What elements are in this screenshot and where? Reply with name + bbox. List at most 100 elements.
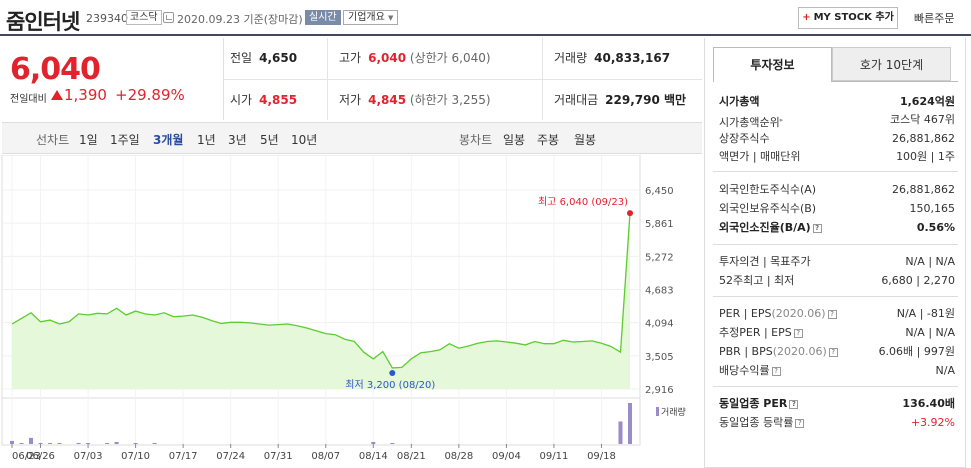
row-opinion: 투자의견 | 목표주가 N/A | N/A bbox=[719, 254, 955, 270]
divider bbox=[713, 296, 958, 297]
volume-bar bbox=[133, 442, 138, 444]
candle-weekly[interactable]: 주봉 bbox=[537, 133, 560, 147]
help-icon[interactable]: ? bbox=[789, 400, 799, 409]
chart-period-bar: 선차트 1일 1주일 3개월 1년 3년 5년 10년 봉차트 일봉 주봉 월봉 bbox=[2, 122, 702, 154]
row-label: 외국인소진율(B/A) bbox=[719, 221, 811, 234]
help-icon[interactable]: ? bbox=[793, 329, 803, 338]
realtime-button[interactable]: 실시간 bbox=[305, 10, 341, 25]
row-date: (2020.06) bbox=[771, 307, 826, 320]
stock-name: 줌인터넷 bbox=[6, 10, 80, 34]
y-tick-label: 3,505 bbox=[645, 352, 674, 363]
row-date: (2020.06) bbox=[772, 345, 827, 358]
volume-bar bbox=[390, 442, 395, 444]
row-market-cap-rank: 시가총액순위▸ 코스닥 467위 bbox=[719, 112, 955, 129]
stat-volume: 거래량 40,833,167 bbox=[554, 38, 670, 79]
candle-monthly[interactable]: 월봉 bbox=[574, 133, 597, 147]
row-value: 6.06배 | 997원 bbox=[878, 345, 955, 358]
row-label: PER | EPS bbox=[719, 307, 772, 320]
help-icon[interactable]: ? bbox=[812, 224, 822, 233]
low-point bbox=[389, 370, 396, 377]
help-icon[interactable]: ? bbox=[828, 348, 838, 357]
period-3y[interactable]: 3년 bbox=[228, 133, 247, 147]
divider bbox=[713, 244, 958, 245]
price-chart[interactable]: 6,450 5,861 5,272 4,683 4,094 3,505 2,916 최고 6,… bbox=[0, 155, 702, 468]
row-value: 1,624억원 bbox=[899, 95, 955, 108]
stat-value: 229,790 백만 bbox=[605, 93, 687, 107]
volume-bar bbox=[10, 440, 14, 444]
volume-bar bbox=[19, 442, 24, 444]
period-3m[interactable]: 3개월 bbox=[153, 133, 184, 147]
stat-value: 4,845 bbox=[368, 93, 407, 107]
volume-bar bbox=[105, 442, 110, 444]
x-tick-label: 09/04 bbox=[492, 451, 521, 462]
volume-bar bbox=[48, 442, 53, 444]
volume-bar bbox=[152, 442, 157, 444]
market-badge: 코스닥 bbox=[126, 10, 162, 25]
help-icon[interactable]: ? bbox=[771, 367, 781, 376]
tab-investment-info[interactable]: 투자정보 bbox=[713, 47, 832, 82]
stat-sub: (상한가 6,040) bbox=[409, 51, 491, 65]
price-line bbox=[11, 213, 631, 369]
line-chart-label: 선차트 bbox=[36, 133, 70, 147]
row-value: N/A | N/A bbox=[905, 255, 955, 268]
row-value: +3.92% bbox=[910, 416, 955, 429]
volume-bar bbox=[38, 442, 43, 444]
row-label: 투자의견 | 목표주가 bbox=[719, 255, 811, 268]
company-info-button[interactable]: 기업개요 ▼ bbox=[343, 10, 399, 25]
row-par-value: 액면가 | 매매단위 100원 | 1주 bbox=[719, 149, 955, 165]
row-value: N/A | -81원 bbox=[896, 307, 955, 320]
x-tick-label: 07/17 bbox=[169, 451, 198, 462]
help-icon[interactable]: ? bbox=[827, 310, 837, 319]
row-52week: 52주최고 | 최저 6,680 | 2,270 bbox=[719, 273, 955, 289]
volume-bar bbox=[628, 403, 632, 444]
stat-label: 고가 bbox=[339, 51, 362, 65]
period-1d[interactable]: 1일 bbox=[79, 133, 98, 147]
volume-bar bbox=[371, 441, 376, 444]
stat-label: 저가 bbox=[339, 93, 362, 107]
stat-label: 전일 bbox=[230, 51, 253, 65]
price-change-percent: +29.89% bbox=[115, 86, 185, 104]
stat-amount: 거래대금 229,790 백만 bbox=[554, 80, 686, 121]
row-value: 26,881,862 bbox=[892, 183, 955, 196]
stat-label: 거래량 bbox=[554, 51, 588, 65]
y-tick-label: 4,094 bbox=[645, 319, 674, 330]
calendar-icon bbox=[163, 12, 174, 23]
stat-sub: (하한가 3,255) bbox=[409, 93, 491, 107]
stat-value: 4,855 bbox=[259, 93, 298, 107]
x-tick-label: 07/10 bbox=[121, 451, 150, 462]
divider bbox=[713, 171, 958, 172]
period-10y[interactable]: 10년 bbox=[291, 133, 318, 147]
candle-daily[interactable]: 일봉 bbox=[503, 133, 526, 147]
row-label: 시가총액 bbox=[719, 95, 760, 108]
volume-bar bbox=[86, 442, 91, 444]
y-tick-label: 5,272 bbox=[645, 252, 674, 263]
row-label: 배당수익률 bbox=[719, 364, 770, 377]
base-date: 2020.09.23 기준(장마감) bbox=[177, 13, 303, 26]
help-icon[interactable]: ? bbox=[795, 419, 805, 428]
high-point bbox=[627, 210, 633, 217]
row-foreign-ratio: 외국인소진율(B/A)? 0.56% bbox=[719, 220, 955, 236]
x-tick-label: 06/23 bbox=[12, 451, 41, 462]
x-tick-label: 08/14 bbox=[359, 451, 388, 462]
divider bbox=[832, 81, 958, 82]
stat-high: 고가 6,040 (상한가 6,040) bbox=[339, 38, 491, 79]
row-label: 외국인보유주식수(B) bbox=[719, 202, 817, 215]
row-value: 136.40배 bbox=[902, 397, 955, 410]
row-label: 액면가 | 매매단위 bbox=[719, 150, 801, 163]
quick-order-link[interactable]: 빠른주문 bbox=[914, 12, 955, 25]
period-1y[interactable]: 1년 bbox=[197, 133, 216, 147]
investment-info-panel: 투자정보 호가 10단계 시가총액 1,624억원 시가총액순위▸ 코스닥 467위… bbox=[704, 38, 966, 468]
row-value: N/A bbox=[935, 364, 955, 377]
tab-order-book[interactable]: 호가 10단계 bbox=[832, 47, 951, 81]
candle-chart-label: 봉차트 bbox=[459, 133, 493, 147]
row-value: 150,165 bbox=[909, 202, 956, 215]
row-value: N/A | N/A bbox=[905, 326, 955, 339]
add-mystock-button[interactable]: + MY STOCK 추가 bbox=[798, 7, 898, 29]
x-tick-label: 06/26 bbox=[26, 451, 55, 462]
row-label: 상장주식수 bbox=[719, 132, 770, 145]
period-1w[interactable]: 1주일 bbox=[110, 133, 140, 147]
chart-frame bbox=[1, 155, 641, 446]
price-stats-grid: 전일 4,650 고가 6,040 (상한가 6,040) 거래량 40,833,16… bbox=[224, 38, 702, 120]
period-5y[interactable]: 5년 bbox=[260, 133, 279, 147]
row-foreign-limit: 외국인한도주식수(A) 26,881,862 bbox=[719, 182, 955, 198]
